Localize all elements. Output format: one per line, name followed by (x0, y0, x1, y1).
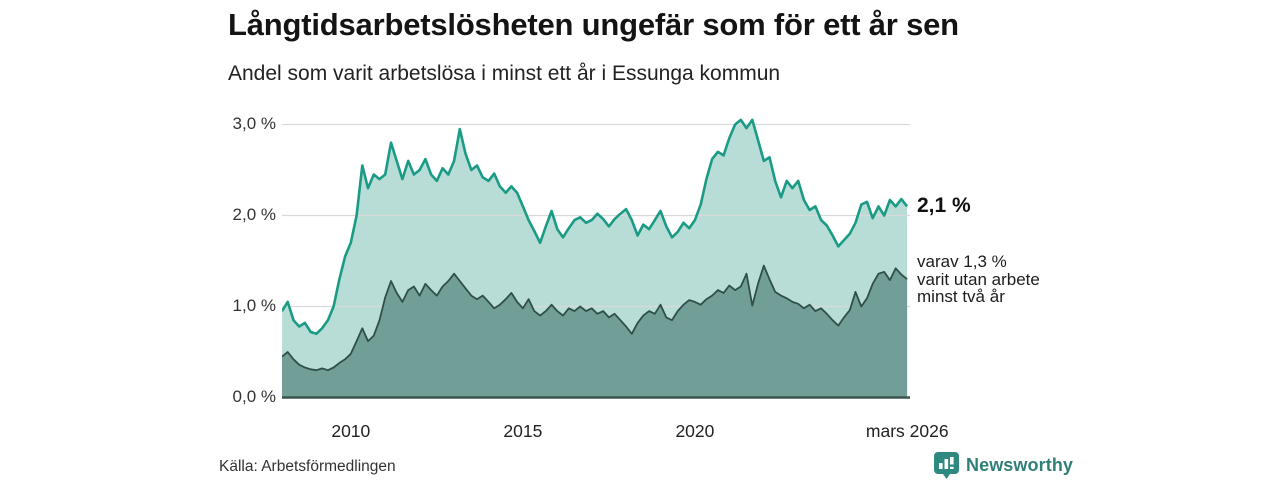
x-tick-label: 2020 (675, 421, 715, 441)
x-tick-label: mars 2026 (865, 421, 949, 441)
line-two-years (282, 264, 908, 372)
bar-chart-speech-bubble-icon (934, 452, 959, 479)
y-tick-label: 0,0 % (232, 387, 276, 406)
chart-title: Långtidsarbetslösheten ungefär som för e… (228, 7, 959, 42)
y-tick-label: 2,0 % (232, 205, 276, 224)
x-tick-label: 2010 (331, 421, 371, 441)
chart-subtitle: Andel som varit arbetslösa i minst ett å… (228, 62, 781, 85)
end-value-annotation: 2,1 % (917, 194, 971, 217)
detail-annotation: varav 1,3 % varit utan arbete minst två … (917, 253, 1040, 306)
source-caption: Källa: Arbetsförmedlingen (219, 458, 396, 475)
x-tick-label: 2015 (503, 421, 543, 441)
y-tick-label: 1,0 % (232, 296, 276, 315)
y-tick-label: 3,0 % (232, 114, 276, 133)
detail-annotation-line3: minst två år (917, 287, 1005, 307)
line-total (282, 118, 909, 336)
brand-name: Newsworthy (966, 455, 1074, 475)
detail-annotation-line1: varav 1,3 % (917, 252, 1007, 271)
brand-logo: Newsworthy (934, 452, 1073, 479)
detail-annotation-line2: varit utan arbete (917, 269, 1040, 289)
area-chart-plot (282, 118, 910, 399)
